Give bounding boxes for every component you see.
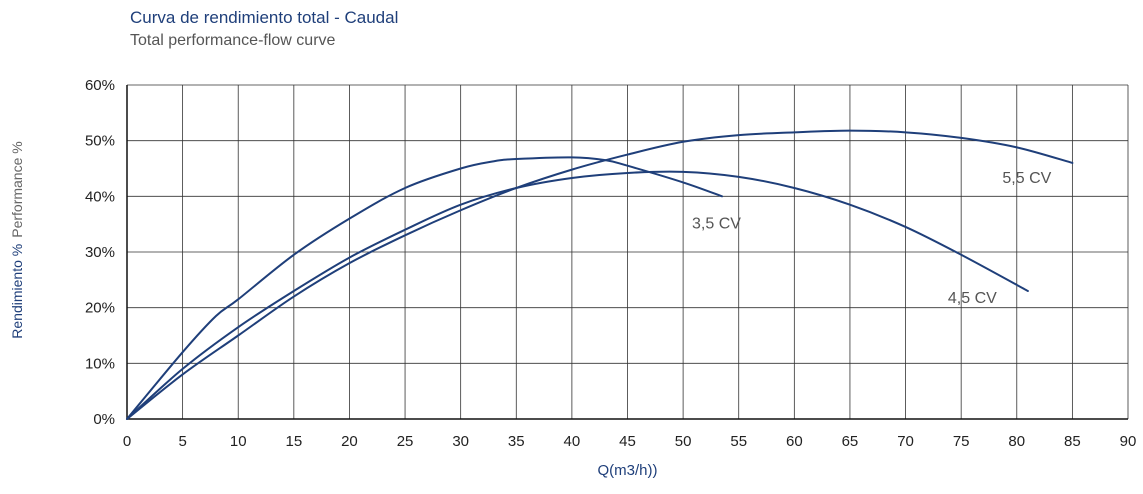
- y-tick-label: 60%: [85, 77, 115, 94]
- x-tick-label: 35: [508, 433, 525, 450]
- x-tick-label: 85: [1064, 433, 1081, 450]
- series-label: 4,5 CV: [948, 290, 997, 307]
- x-tick-label: 40: [564, 433, 581, 450]
- x-tick-label: 90: [1120, 433, 1137, 450]
- series-line: [126, 129, 1074, 420]
- series-line: [126, 170, 1029, 420]
- x-tick-label: 55: [730, 433, 747, 450]
- axes: [126, 85, 1128, 420]
- x-tick-label: 75: [953, 433, 970, 450]
- y-tick-label: 30%: [85, 244, 115, 261]
- grid: [126, 84, 1129, 420]
- series-lines: [126, 129, 1074, 420]
- x-tick-label: 5: [178, 433, 186, 450]
- x-tick-label: 80: [1008, 433, 1025, 450]
- y-tick-label: 20%: [85, 300, 115, 317]
- x-tick-label: 30: [452, 433, 469, 450]
- series-line: [126, 156, 724, 420]
- x-tick-label: 25: [397, 433, 414, 450]
- x-axis-label: Q(m3/h)): [598, 462, 658, 479]
- x-tick-label: 0: [123, 433, 131, 450]
- y-tick-label: 50%: [85, 133, 115, 150]
- x-tick-label: 20: [341, 433, 358, 450]
- y-tick-label: 40%: [85, 188, 115, 205]
- series-label: 3,5 CV: [692, 215, 741, 232]
- x-tick-label: 45: [619, 433, 636, 450]
- x-tick-label: 50: [675, 433, 692, 450]
- series-labels: 3,5 CV 4,5 CV 5,5 CV: [692, 170, 1052, 307]
- x-tick-label: 60: [786, 433, 803, 450]
- tick-labels: 0 5 10 15 20 25 30 35 40 45 50 55 60 65 70 75 80 85 90 0% 10…: [85, 77, 1136, 450]
- x-tick-label: 70: [897, 433, 914, 450]
- chart-title: Curva de rendimiento total - Caudal: [130, 8, 399, 27]
- chart-subtitle: Total performance-flow curve: [130, 32, 336, 49]
- y-tick-label: 0%: [93, 411, 115, 428]
- x-tick-label: 10: [230, 433, 247, 450]
- x-tick-label: 65: [842, 433, 859, 450]
- series-label: 5,5 CV: [1002, 170, 1051, 187]
- y-tick-label: 10%: [85, 355, 115, 372]
- x-tick-label: 15: [285, 433, 302, 450]
